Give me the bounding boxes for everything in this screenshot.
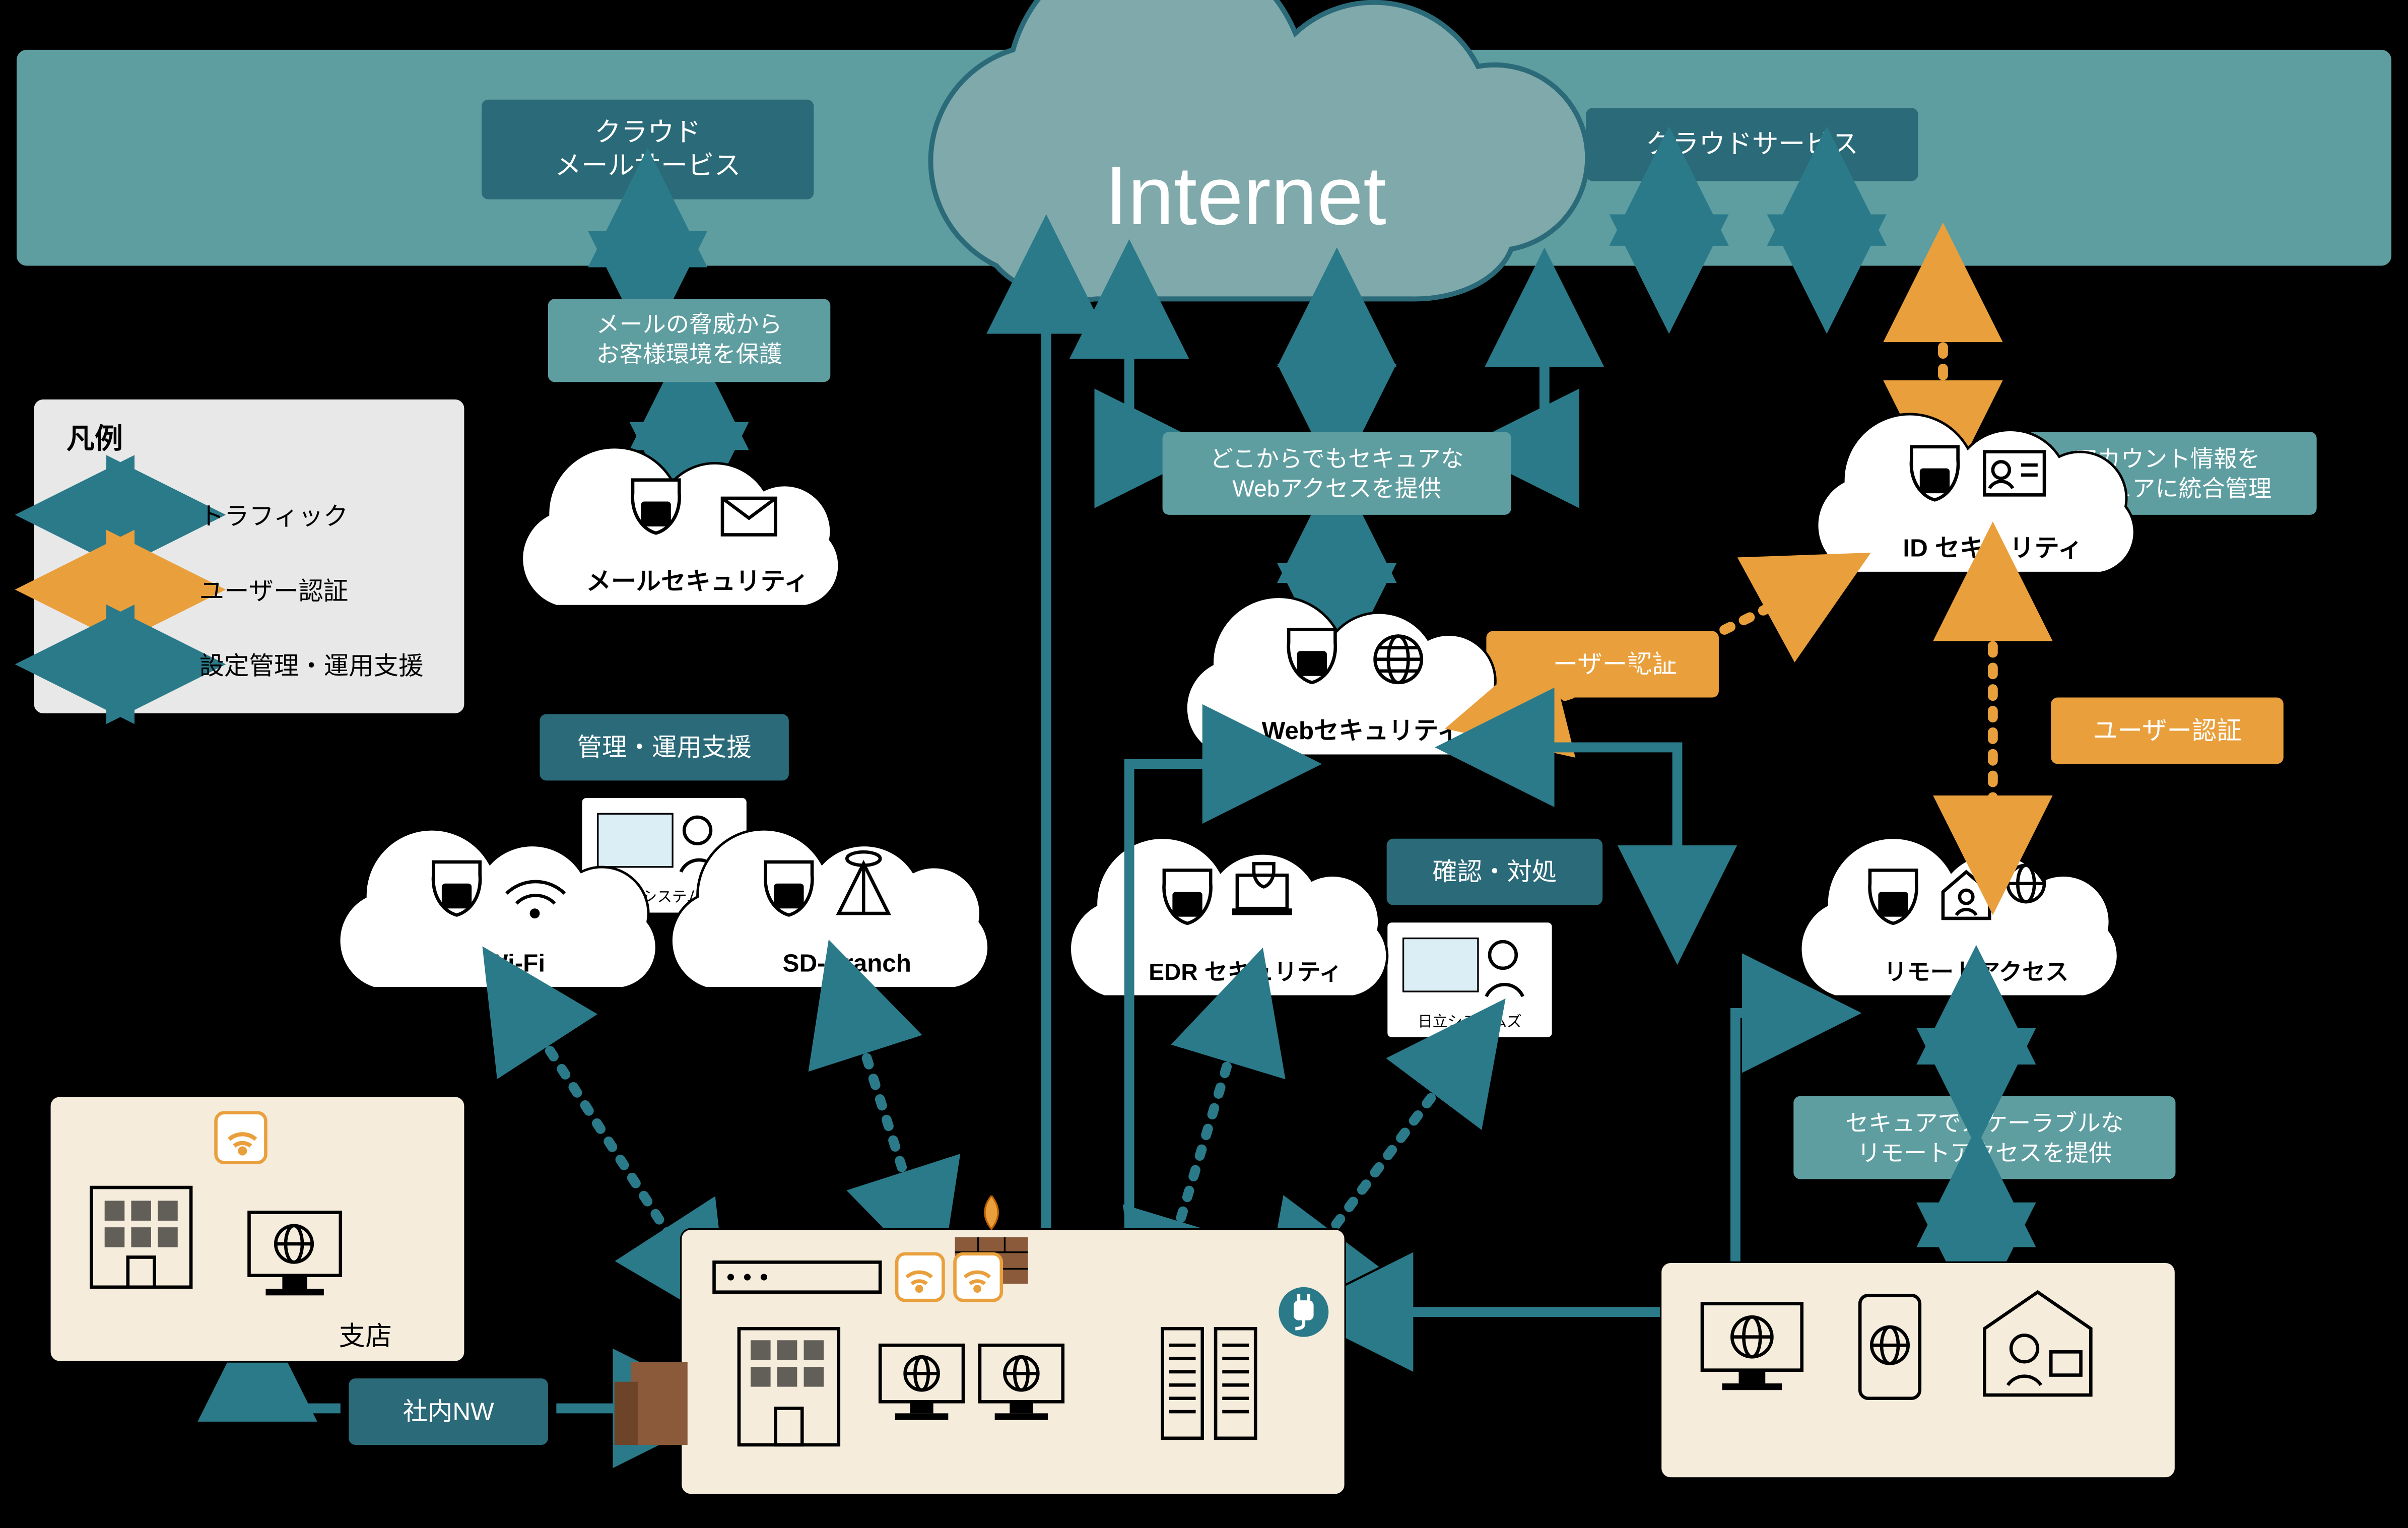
cloud-mail-box: クラウド メールサービス	[482, 100, 814, 200]
svg-text:本社/支社/支店/データセンター: 本社/支社/支店/データセンター	[841, 1497, 1185, 1525]
svg-text:クラウドサービス: クラウドサービス	[1646, 129, 1858, 159]
cloud-web-security: Webセキュリティ	[1186, 597, 1503, 756]
svg-text:お客様環境を保護: お客様環境を保護	[596, 341, 782, 367]
out-box: 外出先/モバイル/自宅	[1661, 1262, 2176, 1508]
callout-web: どこからでもセキュアな Webアクセスを提供	[1163, 432, 1511, 515]
callout-nw: 社内NW	[349, 1378, 548, 1445]
internet-label: Internet	[1105, 149, 1386, 242]
svg-text:Wi-Fi: Wi-Fi	[485, 949, 545, 977]
svg-text:EDR セキュリティ: EDR セキュリティ	[1149, 959, 1342, 985]
svg-text:凡例: 凡例	[66, 423, 123, 454]
svg-text:メールサービス: メールサービス	[555, 151, 741, 180]
callout-userauth1: ユーザー認証	[1486, 631, 1719, 698]
svg-text:管理・運用支援: 管理・運用支援	[577, 734, 752, 761]
svg-text:確認・対処: 確認・対処	[1432, 858, 1557, 886]
edge-traffic	[1129, 299, 1154, 448]
svg-text:SD-Branch: SD-Branch	[783, 949, 911, 977]
svg-text:ID セキュリティ: ID セキュリティ	[1903, 534, 2083, 562]
callout-mgmt: 管理・運用支援	[540, 714, 788, 781]
svg-text:メールセキュリティ: メールセキュリティ	[586, 567, 809, 595]
svg-text:リモートアクセスを提供: リモートアクセスを提供	[1857, 1140, 2112, 1166]
cloud-sdbranch: SD-Branch	[671, 829, 988, 988]
svg-text:セキュアでスケーラブルな: セキュアでスケーラブルな	[1845, 1110, 2124, 1136]
cloud-mail-security: メールセキュリティ	[522, 447, 839, 606]
svg-text:設定管理・運用支援: 設定管理・運用支援	[199, 652, 424, 680]
edge-config	[515, 996, 698, 1279]
svg-text:Webアクセスを提供: Webアクセスを提供	[1232, 476, 1441, 502]
legend: 凡例 トラフィック ユーザー認証 設定管理・運用支援	[33, 398, 465, 714]
svg-text:社内NW: 社内NW	[403, 1398, 494, 1426]
cloud-edr: EDR セキュリティ	[1070, 838, 1387, 996]
callout-remote: セキュアでスケーラブルな リモートアクセスを提供	[1793, 1096, 2175, 1179]
svg-text:どこからでもセキュアな: どこからでもセキュアな	[1210, 445, 1464, 472]
wall-icon	[615, 1362, 688, 1445]
admin-box-2: 日立システムズ	[1387, 922, 1553, 1038]
svg-text:Webセキュリティ: Webセキュリティ	[1262, 717, 1462, 745]
callout-confirm: 確認・対処	[1387, 839, 1603, 905]
edge-config	[847, 996, 921, 1229]
branch-box: 支店	[50, 1096, 465, 1362]
svg-text:支店: 支店	[339, 1321, 392, 1351]
callout-mail: メールの脅威から お客様環境を保護	[548, 299, 830, 382]
svg-text:メールの脅威から: メールの脅威から	[596, 311, 782, 337]
cloud-service-box: クラウドサービス	[1586, 108, 1918, 181]
svg-text:ユーザー認証: ユーザー認証	[199, 577, 349, 605]
internet-cloud: Internet	[930, 0, 1587, 299]
svg-text:外出先/モバイル/自宅: 外出先/モバイル/自宅	[1799, 1481, 2037, 1508]
edge-traffic	[257, 1362, 341, 1408]
svg-text:トラフィック: トラフィック	[199, 503, 349, 530]
callout-userauth2: ユーザー認証	[2051, 698, 2284, 764]
hq-box: 本社/支社/支店/データセンター	[681, 1196, 1346, 1525]
svg-text:日立システムズ: 日立システムズ	[1418, 1013, 1522, 1030]
cloud-remote: リモートアクセス	[1800, 838, 2118, 996]
svg-text:リモートアクセス: リモートアクセス	[1884, 959, 2068, 985]
svg-text:クラウド: クラウド	[594, 117, 701, 147]
svg-text:ユーザー認証: ユーザー認証	[2093, 717, 2242, 745]
edge-traffic	[1519, 307, 1544, 448]
